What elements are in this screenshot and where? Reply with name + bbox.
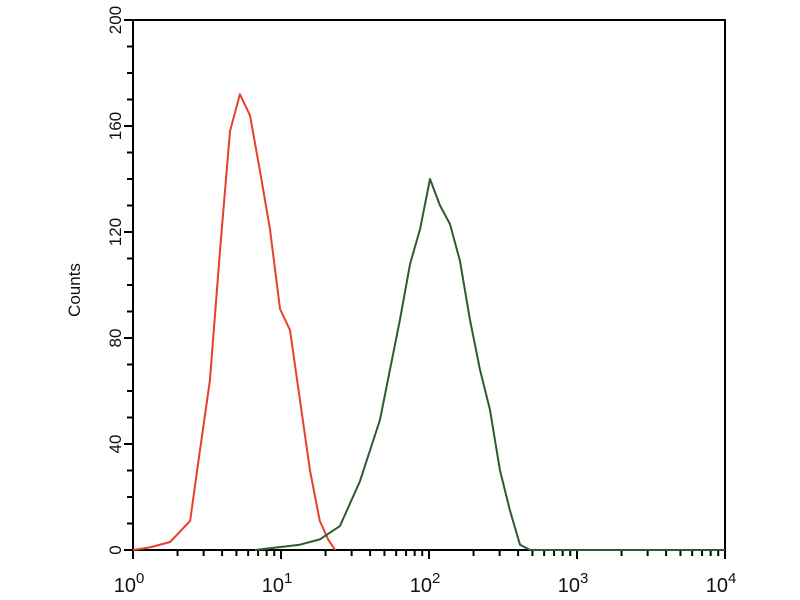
y-tick-label: 160 [106, 112, 125, 140]
x-tick-label: 100 [114, 570, 145, 597]
x-tick-label: 102 [410, 570, 441, 597]
y-tick-label: 80 [106, 329, 125, 348]
y-tick-label: 0 [106, 545, 125, 554]
y-axis-label: Counts [65, 263, 84, 317]
x-tick-label: 104 [706, 570, 737, 597]
x-tick-label: 101 [262, 570, 293, 597]
y-tick-label: 120 [106, 218, 125, 246]
y-tick-label: 40 [106, 435, 125, 454]
series-line-control [132, 93, 336, 551]
y-tick-label: 200 [106, 6, 125, 34]
series-line-sample [254, 178, 725, 551]
plot-frame [132, 19, 726, 551]
x-tick-label: 103 [558, 570, 589, 597]
